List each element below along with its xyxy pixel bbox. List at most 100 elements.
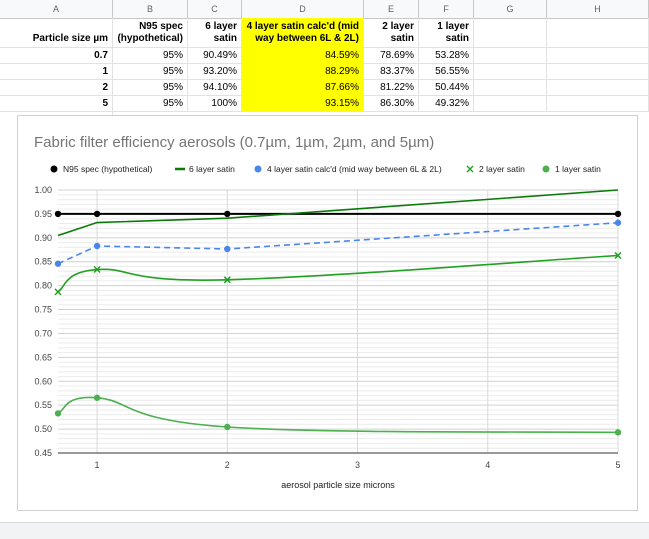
column-header-e[interactable]: E [364,0,419,18]
chart-title: Fabric filter efficiency aerosols (0.7µm… [34,134,434,151]
data-point-l1 [54,410,62,417]
empty-cell[interactable] [474,80,547,96]
table-cell-size[interactable]: 1 [0,64,113,80]
legend-label-l4: 4 layer satin calc'd (mid way between 6L… [267,164,442,174]
series-line-l6 [57,189,619,237]
x-axis-label: aerosol particle size microns [281,480,395,490]
table-cell-l1[interactable]: 56.55% [419,64,474,80]
header-6-layer[interactable]: 6 layer satin [188,18,242,48]
y-tick-label: 0.85 [34,257,52,267]
y-tick-label: 0.95 [34,209,52,219]
table-cell-l6[interactable]: 93.20% [188,64,242,80]
column-header-f[interactable]: F [419,0,474,18]
table-cell-n95[interactable]: 95% [113,80,188,96]
empty-cell[interactable] [547,96,649,112]
chart-svg: Fabric filter efficiency aerosols (0.7µm… [34,134,622,490]
column-header-c[interactable]: C [188,0,242,18]
data-point-l2 [93,265,101,274]
data-point-l2 [614,251,622,260]
x-tick-label: 5 [615,460,620,470]
empty-cell[interactable] [474,96,547,112]
legend-label-l1: 1 layer satin [555,164,601,174]
table-cell-l2[interactable]: 78.69% [364,48,419,64]
y-tick-label: 0.90 [34,233,52,243]
header-2-layer[interactable]: 2 layer satin [364,18,419,48]
table-cell-l4[interactable]: 84.59% [242,48,364,64]
table-cell-l6[interactable]: 100% [188,96,242,112]
data-point-l1 [224,423,231,431]
data-point-l1 [93,394,101,401]
chart[interactable]: Fabric filter efficiency aerosols (0.7µm… [17,115,638,511]
header-n95[interactable]: N95 spec (hypothetical) [113,18,188,48]
y-tick-label: 0.50 [34,424,52,434]
chart-legend: N95 spec (hypothetical) 6 layer satin 4 la… [50,164,601,174]
table-cell-l4[interactable]: 88.29% [242,64,364,80]
table-cell-l1[interactable]: 49.32% [419,96,474,112]
y-axis-ticks: 1.00 0.95 0.90 0.85 0.80 0.75 0.70 0.65 0.60 0.55… [34,185,52,458]
empty-cell[interactable] [547,18,649,48]
column-header-g[interactable]: G [474,0,547,18]
table-cell-l4[interactable]: 93.15% [242,96,364,112]
table-cell-n95[interactable]: 95% [113,64,188,80]
table-cell-l1[interactable]: 53.28% [419,48,474,64]
table-cell-n95[interactable]: 95% [113,48,188,64]
column-header-h[interactable]: H [547,0,649,18]
header-particle-size[interactable]: Particle size µm [0,18,113,48]
table-cell-l2[interactable]: 86.30% [364,96,419,112]
data-point-l2 [54,288,62,296]
legend-label-l6: 6 layer satin [189,164,235,174]
table-cell-n95[interactable]: 95% [113,96,188,112]
column-header-d[interactable]: D [242,0,364,18]
data-point-l1 [614,429,622,436]
table-cell-l2[interactable]: 83.37% [364,64,419,80]
empty-cell[interactable] [474,48,547,64]
x-tick-label: 3 [355,460,360,470]
empty-cell[interactable] [474,18,547,48]
chart-series [54,189,622,436]
table-cell-size[interactable]: 0.7 [0,48,113,64]
data-point-l4 [614,219,622,226]
x-axis-ticks: 1 2 3 4 5 [95,460,621,470]
table-cell-l1[interactable]: 50.44% [419,80,474,96]
legend-marker-l1 [542,165,550,173]
legend-marker-n95 [50,165,58,173]
empty-cell[interactable] [547,48,649,64]
column-header-a[interactable]: A [0,0,113,18]
empty-cell[interactable] [474,64,547,80]
column-header-b[interactable]: B [113,0,188,18]
sheet-tabs-bar [0,522,649,539]
table-cell-l4[interactable]: 87.66% [242,80,364,96]
empty-cell[interactable] [547,80,649,96]
y-tick-label: 0.45 [34,448,52,458]
header-4-layer[interactable]: 4 layer satin calc'd (mid way between 6L… [242,18,364,48]
table-cell-l2[interactable]: 81.22% [364,80,419,96]
x-tick-label: 4 [485,460,490,470]
column-header-row: A B C D E F G H [0,0,649,19]
legend-label-l2: 2 layer satin [479,164,525,174]
series-line-l2 [57,254,619,293]
legend-label-n95: N95 spec (hypothetical) [63,164,152,174]
data-point-l2 [223,276,231,284]
table-cell-size[interactable]: 2 [0,80,113,96]
y-tick-label: 0.65 [34,352,52,362]
empty-cell[interactable] [547,64,649,80]
table-cell-l6[interactable]: 94.10% [188,80,242,96]
y-tick-label: 0.60 [34,376,52,386]
data-point-n95 [614,210,622,218]
y-tick-label: 0.80 [34,281,52,291]
header-1-layer[interactable]: 1 layer satin [419,18,474,48]
data-point-l4 [93,242,101,250]
y-tick-label: 0.70 [34,328,52,338]
table-cell-size[interactable]: 5 [0,96,113,112]
x-tick-label: 2 [225,460,230,470]
legend-marker-l2 [466,165,474,173]
data-point-n95 [93,210,101,218]
table-cell-l6[interactable]: 90.49% [188,48,242,64]
y-tick-label: 1.00 [34,185,52,195]
data-point-l4 [224,245,231,253]
series-line-l1 [57,396,619,434]
data-point-n95 [224,210,231,218]
x-tick-label: 1 [95,460,100,470]
chart-grid [58,189,619,454]
data-point-n95 [54,210,62,218]
